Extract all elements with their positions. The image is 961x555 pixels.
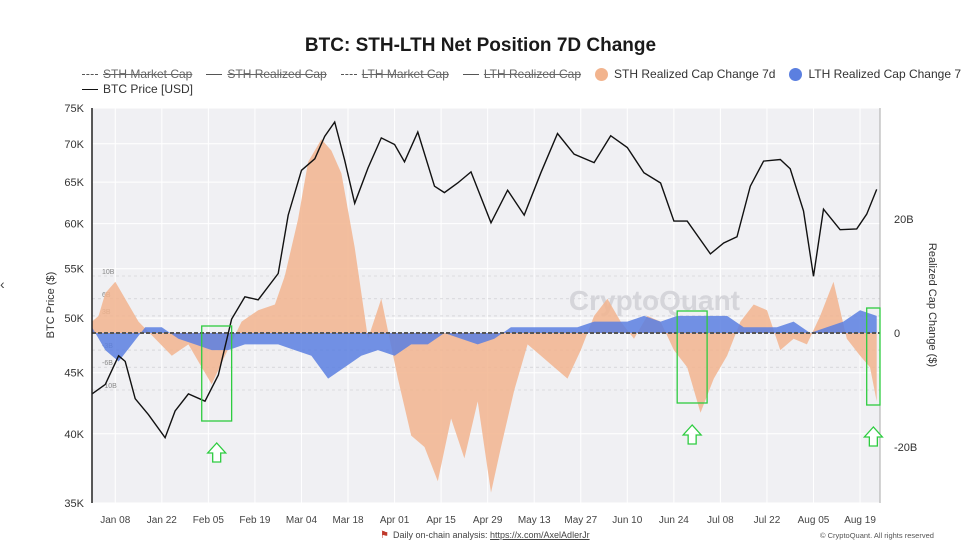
x-tick-label: Jul 08 xyxy=(707,515,734,526)
y-left-axis-title: BTC Price ($) xyxy=(45,272,57,339)
legend-row-2: BTC Price [USD] xyxy=(82,82,207,96)
flag-icon: ⚑ xyxy=(380,530,389,541)
highlight-box-feb xyxy=(201,325,233,422)
x-tick-label: Jul 22 xyxy=(754,515,781,526)
highlight-box-jul xyxy=(676,310,708,404)
y-left-tick-label: 55K xyxy=(64,264,84,276)
legend-swatch-dashed xyxy=(82,73,98,75)
legend-dot xyxy=(595,67,609,81)
legend-btc-price[interactable]: BTC Price [USD] xyxy=(82,82,193,96)
y-right-tick-label: -20B xyxy=(894,442,917,454)
x-tick-label: Feb 05 xyxy=(193,515,225,526)
y-right-tick-label: 20B xyxy=(894,214,914,226)
x-tick-label: May 27 xyxy=(564,515,597,526)
legend-swatch-solid xyxy=(462,73,479,75)
legend-swatch-solid xyxy=(206,73,223,75)
legend-sth-market-cap[interactable]: STH Market Cap xyxy=(82,67,192,81)
up-arrow-icon xyxy=(681,424,703,445)
legend-lth-realized-cap[interactable]: LTH Realized Cap xyxy=(462,67,582,81)
x-tick-label: Mar 04 xyxy=(286,515,318,526)
y-right-tick-label: 0 xyxy=(894,328,900,340)
chart-title: BTC: STH-LTH Net Position 7D Change xyxy=(304,35,657,56)
x-tick-label: Feb 19 xyxy=(239,515,271,526)
y-left-tick-label: 70K xyxy=(64,139,84,151)
inner-scale-label: 10B xyxy=(102,269,115,276)
copyright: © CryptoQuant. All rights reserved xyxy=(820,531,934,540)
watermark: CryptoQuant xyxy=(569,285,740,316)
inner-scale-label: -10B xyxy=(102,383,117,390)
x-tick-label: Jun 10 xyxy=(612,515,642,526)
legend-label: STH Market Cap xyxy=(103,67,193,81)
x-tick-label: Apr 15 xyxy=(426,515,456,526)
highlight-box-aug xyxy=(866,307,881,406)
up-arrow-icon xyxy=(862,426,884,447)
legend-sth-change[interactable]: STH Realized Cap Change 7d xyxy=(595,67,775,81)
x-tick-label: Aug 05 xyxy=(798,515,830,526)
legend-label: LTH Realized Cap Change 7d xyxy=(808,67,961,81)
y-right-axis-title: Realized Cap Change ($) xyxy=(926,243,938,367)
btc-price-line xyxy=(91,120,878,440)
y-left-tick-label: 40K xyxy=(64,429,84,441)
legend-row-1: STH Market Cap STH Realized Cap LTH Mark… xyxy=(82,67,961,81)
legend-swatch-dashed xyxy=(340,73,357,75)
x-tick-label: May 13 xyxy=(518,515,551,526)
y-left-tick-label: 45K xyxy=(64,368,84,380)
y-left-tick-label: 35K xyxy=(64,498,84,510)
y-left-tick-label: 50K xyxy=(64,313,84,325)
inner-scale-label: -6B xyxy=(102,360,113,367)
footer-note-text: Daily on-chain analysis: xyxy=(392,530,488,540)
footer-link[interactable]: https://x.com/AxelAdlerJr xyxy=(490,530,590,540)
x-tick-label: Jun 24 xyxy=(659,515,689,526)
footer-note: ⚑ Daily on-chain analysis: https://x.com/… xyxy=(380,530,590,541)
lth-realized-cap-change-area xyxy=(92,310,877,379)
x-tick-label: Apr 29 xyxy=(473,515,503,526)
up-arrow-icon xyxy=(206,442,228,463)
x-tick-label: Jan 08 xyxy=(100,515,130,526)
legend-lth-market-cap[interactable]: LTH Market Cap xyxy=(340,67,449,81)
legend-label: LTH Realized Cap xyxy=(483,67,582,81)
legend-label: STH Realized Cap xyxy=(227,67,327,81)
x-tick-label: Aug 19 xyxy=(844,515,876,526)
x-tick-label: Apr 01 xyxy=(380,515,410,526)
sth-realized-cap-change-area xyxy=(92,139,877,493)
y-left-tick-label: 75K xyxy=(64,103,84,115)
legend-lth-change[interactable]: LTH Realized Cap Change 7d xyxy=(789,67,961,81)
y-left-tick-label: 60K xyxy=(64,219,84,231)
x-tick-label: Mar 18 xyxy=(332,515,364,526)
legend-label: BTC Price [USD] xyxy=(103,82,194,96)
legend-dot xyxy=(789,67,803,81)
x-tick-label: Jan 22 xyxy=(147,515,177,526)
legend-sth-realized-cap[interactable]: STH Realized Cap xyxy=(206,67,327,81)
y-left-tick-label: 65K xyxy=(64,177,84,189)
legend-label: LTH Market Cap xyxy=(361,67,449,81)
legend-swatch-solid xyxy=(82,88,98,90)
chevron-left-icon[interactable]: ‹ xyxy=(0,276,5,292)
legend-label: STH Realized Cap Change 7d xyxy=(614,67,776,81)
